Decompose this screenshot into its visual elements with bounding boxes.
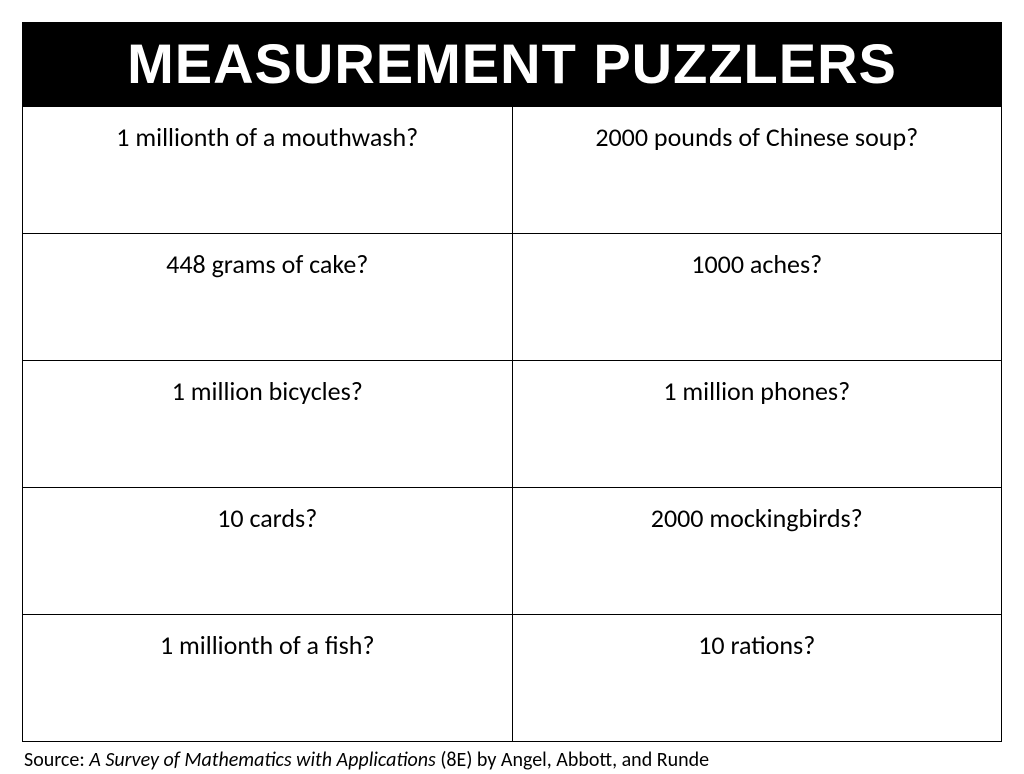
puzzle-cell: 1 million bicycles? — [23, 361, 513, 488]
puzzle-cell: 10 rations? — [512, 615, 1002, 742]
puzzle-cell: 1 millionth of a fish? — [23, 615, 513, 742]
table-row: 448 grams of cake? 1000 aches? — [23, 234, 1002, 361]
source-book-title: A Survey of Mathematics with Application… — [89, 748, 436, 772]
puzzle-cell: 1 million phones? — [512, 361, 1002, 488]
table-row: 1 million bicycles? 1 million phones? — [23, 361, 1002, 488]
source-prefix: Source: — [24, 748, 89, 772]
puzzle-container: MEASUREMENT PUZZLERS 1 millionth of a mo… — [22, 22, 1002, 772]
puzzle-cell: 448 grams of cake? — [23, 234, 513, 361]
puzzle-cell: 2000 pounds of Chinese soup? — [512, 107, 1002, 234]
page-title: MEASUREMENT PUZZLERS — [22, 36, 1002, 92]
table-row: 10 cards? 2000 mockingbirds? — [23, 488, 1002, 615]
puzzle-cell: 1000 aches? — [512, 234, 1002, 361]
table-row: 1 millionth of a fish? 10 rations? — [23, 615, 1002, 742]
title-bar: MEASUREMENT PUZZLERS — [22, 22, 1002, 106]
puzzle-cell: 10 cards? — [23, 488, 513, 615]
source-suffix: (8E) by Angel, Abbott, and Runde — [436, 748, 709, 772]
table-row: 1 millionth of a mouthwash? 2000 pounds … — [23, 107, 1002, 234]
source-citation: Source: A Survey of Mathematics with App… — [22, 742, 1002, 772]
puzzle-table: 1 millionth of a mouthwash? 2000 pounds … — [22, 106, 1002, 742]
puzzle-cell: 2000 mockingbirds? — [512, 488, 1002, 615]
puzzle-cell: 1 millionth of a mouthwash? — [23, 107, 513, 234]
